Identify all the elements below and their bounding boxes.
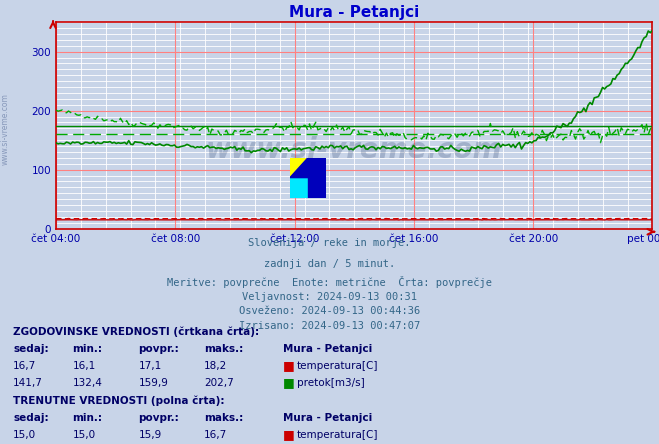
- Text: 202,7: 202,7: [204, 378, 234, 388]
- Text: povpr.:: povpr.:: [138, 413, 179, 424]
- Bar: [290, 178, 308, 198]
- Text: Izrisano: 2024-09-13 00:47:07: Izrisano: 2024-09-13 00:47:07: [239, 321, 420, 331]
- Text: 159,9: 159,9: [138, 378, 168, 388]
- Text: ■: ■: [283, 428, 295, 441]
- Text: 15,0: 15,0: [72, 430, 96, 440]
- Text: 16,1: 16,1: [72, 361, 96, 371]
- Text: Mura - Petanjci: Mura - Petanjci: [283, 344, 372, 354]
- Text: 16,7: 16,7: [204, 430, 227, 440]
- Text: 15,9: 15,9: [138, 430, 161, 440]
- Text: temperatura[C]: temperatura[C]: [297, 361, 378, 371]
- Text: 132,4: 132,4: [72, 378, 102, 388]
- Text: temperatura[C]: temperatura[C]: [297, 430, 378, 440]
- Text: www.si-vreme.com: www.si-vreme.com: [1, 93, 10, 165]
- Text: zadnji dan / 5 minut.: zadnji dan / 5 minut.: [264, 259, 395, 269]
- Text: min.:: min.:: [72, 413, 103, 424]
- Text: 15,0: 15,0: [13, 430, 36, 440]
- Text: ■: ■: [283, 376, 295, 389]
- Text: Veljavnost: 2024-09-13 00:31: Veljavnost: 2024-09-13 00:31: [242, 292, 417, 302]
- Text: sedaj:: sedaj:: [13, 344, 49, 354]
- Bar: [308, 158, 326, 198]
- Text: pretok[m3/s]: pretok[m3/s]: [297, 378, 364, 388]
- Text: 141,7: 141,7: [13, 378, 43, 388]
- Bar: [290, 158, 308, 178]
- Text: povpr.:: povpr.:: [138, 344, 179, 354]
- Text: Osveženo: 2024-09-13 00:44:36: Osveženo: 2024-09-13 00:44:36: [239, 306, 420, 317]
- Text: www.si-vreme.com: www.si-vreme.com: [206, 136, 502, 164]
- Text: maks.:: maks.:: [204, 413, 244, 424]
- Text: 18,2: 18,2: [204, 361, 227, 371]
- Text: min.:: min.:: [72, 344, 103, 354]
- Title: Mura - Petanjci: Mura - Petanjci: [289, 4, 419, 20]
- Text: maks.:: maks.:: [204, 344, 244, 354]
- Text: Mura - Petanjci: Mura - Petanjci: [283, 413, 372, 424]
- Text: ■: ■: [283, 359, 295, 372]
- Text: sedaj:: sedaj:: [13, 413, 49, 424]
- Polygon shape: [290, 158, 308, 178]
- Text: 17,1: 17,1: [138, 361, 161, 371]
- Text: ZGODOVINSKE VREDNOSTI (črtkana črta):: ZGODOVINSKE VREDNOSTI (črtkana črta):: [13, 327, 259, 337]
- Text: Slovenija / reke in morje.: Slovenija / reke in morje.: [248, 238, 411, 248]
- Text: TRENUTNE VREDNOSTI (polna črta):: TRENUTNE VREDNOSTI (polna črta):: [13, 396, 225, 407]
- Text: Meritve: povprečne  Enote: metrične  Črta: povprečje: Meritve: povprečne Enote: metrične Črta:…: [167, 276, 492, 288]
- Text: 16,7: 16,7: [13, 361, 36, 371]
